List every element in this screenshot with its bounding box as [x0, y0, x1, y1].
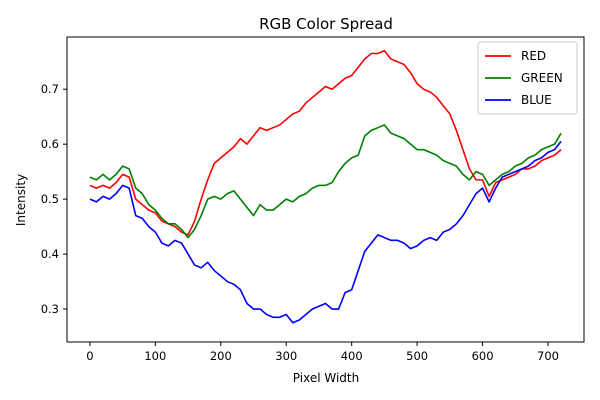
x-tick-label: 600	[472, 349, 494, 363]
legend-label-red: RED	[521, 49, 546, 63]
legend-label-green: GREEN	[521, 71, 563, 85]
y-tick-label: 0.4	[41, 247, 59, 261]
x-tick-label: 300	[275, 349, 297, 363]
y-tick-label: 0.6	[41, 137, 59, 151]
series-layer	[89, 49, 562, 324]
x-tick-label: 200	[210, 349, 232, 363]
x-axis-ticks: 0 100 200 300 400 500 600 700	[86, 342, 559, 363]
legend: RED GREEN BLUE	[477, 41, 578, 115]
x-tick-label: 100	[144, 349, 166, 363]
x-axis-label: Pixel Width	[293, 371, 359, 385]
legend-box	[477, 41, 578, 115]
y-tick-label: 0.7	[41, 82, 59, 96]
y-tick-label: 0.5	[41, 192, 59, 206]
x-tick-label: 400	[341, 349, 363, 363]
y-tick-label: 0.3	[41, 302, 59, 316]
x-tick-label: 0	[86, 349, 93, 363]
x-tick-label: 500	[406, 349, 428, 363]
plot-frame	[66, 36, 585, 343]
y-axis-label: Intensity	[14, 174, 28, 226]
y-axis-ticks: 0.3 0.4 0.5 0.6 0.7	[41, 82, 67, 316]
x-tick-label: 700	[537, 349, 559, 363]
series-line-green	[89, 124, 562, 239]
chart-title: RGB Color Spread	[259, 15, 393, 33]
legend-label-blue: BLUE	[521, 93, 552, 107]
series-line-blue	[89, 140, 562, 324]
